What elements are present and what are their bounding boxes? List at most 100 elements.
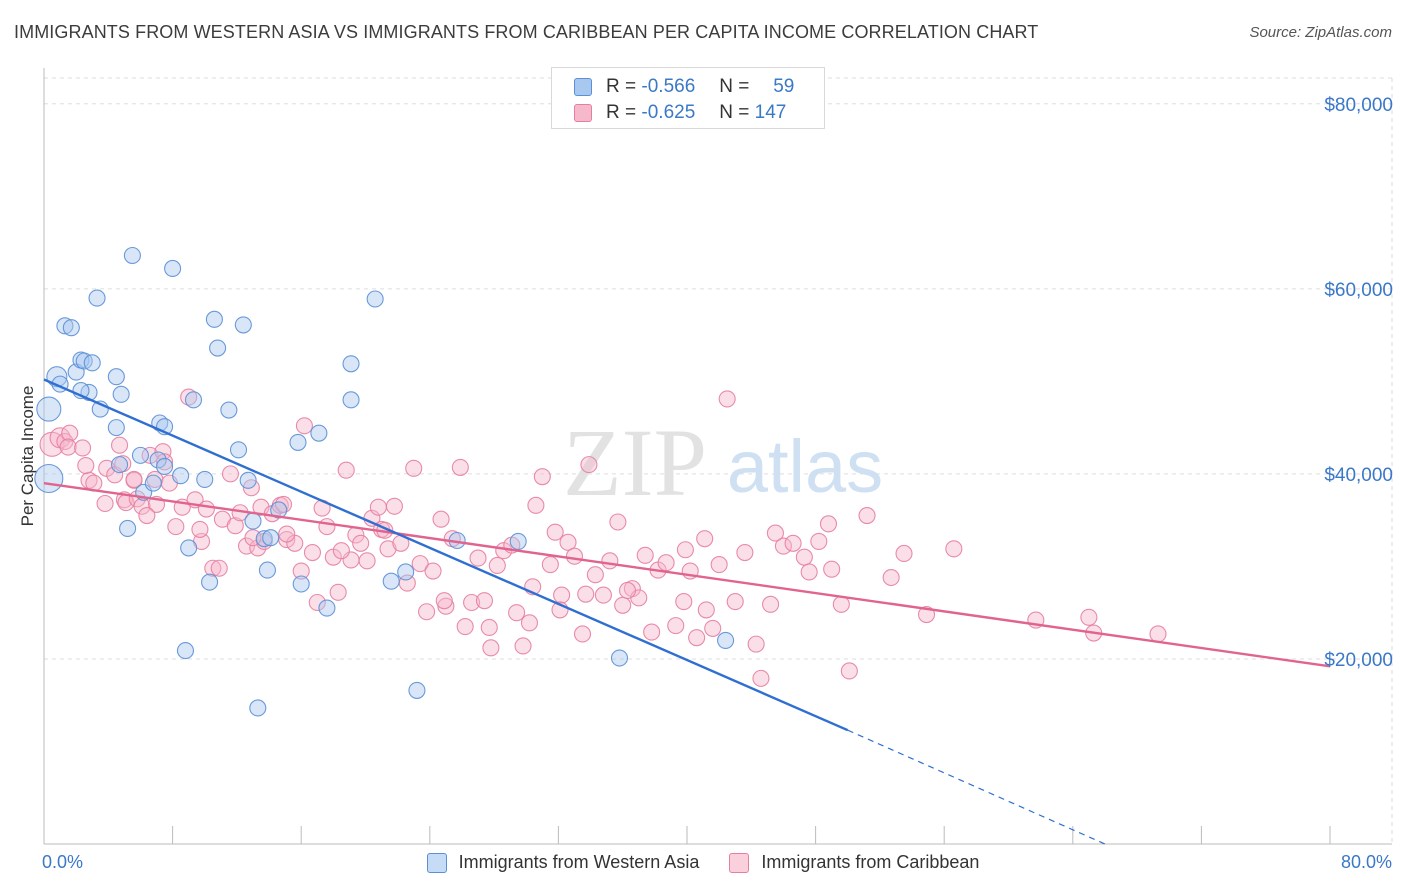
legend-swatch-caribbean: [574, 104, 592, 122]
data-point: [696, 530, 714, 548]
data-point: [234, 316, 252, 334]
data-point: [573, 625, 592, 643]
data-point: [514, 637, 532, 655]
data-point: [34, 463, 64, 494]
data-point: [609, 513, 627, 531]
legend-row-caribbean: R = -0.625 N = 147: [574, 101, 786, 125]
legend-item-western-asia: Immigrants from Western Asia: [426, 852, 699, 873]
data-point: [191, 520, 209, 538]
data-point: [96, 494, 114, 513]
data-point: [643, 623, 661, 641]
data-point: [424, 562, 442, 580]
legend-r-label: R =: [606, 76, 637, 97]
legend-label-caribbean: Immigrants from Caribbean: [761, 852, 980, 872]
legend-item-caribbean: Immigrants from Caribbean: [729, 852, 979, 873]
data-point: [541, 556, 559, 574]
data-point: [614, 596, 632, 614]
data-point: [366, 290, 384, 308]
data-point: [858, 506, 876, 525]
chart-source: Source: ZipAtlas.com: [1249, 24, 1392, 41]
legend-n-label: N =: [719, 76, 750, 97]
data-point: [342, 391, 360, 409]
legend-swatch-caribbean: [729, 852, 750, 873]
data-point: [762, 595, 780, 613]
data-point: [580, 456, 598, 474]
data-point: [56, 432, 74, 451]
data-point: [509, 532, 527, 550]
y-tick-label: $80,000: [1324, 95, 1393, 116]
data-point: [138, 506, 156, 525]
data-point: [774, 537, 793, 555]
data-point: [882, 568, 900, 587]
data-point: [435, 592, 453, 610]
legend-row-western-asia: R = -0.566 N = 59: [574, 75, 794, 99]
data-point: [125, 470, 143, 488]
data-point: [717, 631, 735, 649]
data-point: [83, 354, 101, 372]
data-point: [823, 560, 841, 578]
legend-n-value: 59: [773, 76, 795, 97]
data-point: [586, 566, 604, 584]
data-point: [149, 451, 167, 469]
data-point: [840, 662, 858, 680]
chart-title: IMMIGRANTS FROM WESTERN ASIA VS IMMIGRAN…: [14, 22, 1039, 42]
data-point: [295, 417, 313, 435]
data-point: [292, 575, 310, 593]
data-point: [244, 512, 262, 530]
data-point: [432, 510, 450, 528]
data-point: [77, 457, 95, 475]
data-point: [710, 556, 728, 574]
data-point: [488, 556, 506, 575]
data-point: [205, 310, 223, 328]
data-point: [451, 458, 469, 476]
series-legend: Immigrants from Western Asia Immigrants …: [0, 852, 1406, 873]
data-point: [289, 433, 307, 451]
data-point: [667, 617, 685, 635]
data-point: [795, 548, 813, 566]
legend-n-value: 147: [754, 102, 787, 123]
data-point: [184, 391, 203, 409]
data-point: [201, 573, 219, 591]
data-point: [800, 563, 818, 581]
y-tick-label: $60,000: [1324, 280, 1393, 301]
data-point: [310, 424, 328, 442]
data-point: [784, 534, 802, 552]
data-point: [747, 635, 765, 653]
legend-r-value: -0.625: [641, 102, 696, 123]
trend-line-western-asia: [43, 378, 849, 732]
correlation-legend: R = -0.566 N = 59 R = -0.625 N = 147: [551, 67, 825, 129]
data-point: [726, 593, 744, 611]
data-point: [752, 669, 770, 687]
data-point: [221, 465, 240, 483]
data-point: [379, 540, 397, 558]
data-point: [156, 457, 174, 476]
data-point: [594, 586, 612, 604]
data-point: [176, 642, 195, 660]
data-point: [262, 529, 280, 547]
data-point: [456, 618, 474, 636]
data-point: [408, 681, 426, 699]
data-point: [249, 539, 267, 557]
trend-line-western-asia-extension: [847, 729, 1106, 845]
data-point: [61, 424, 79, 442]
data-point: [88, 289, 106, 307]
data-point: [167, 518, 185, 536]
data-point: [601, 552, 619, 570]
data-point: [59, 438, 77, 456]
data-point: [480, 618, 498, 637]
data-point: [610, 649, 629, 667]
data-point: [832, 595, 850, 613]
data-point: [688, 629, 706, 647]
data-point: [553, 586, 571, 604]
data-point: [352, 534, 370, 552]
data-point: [274, 495, 293, 513]
data-point: [229, 441, 248, 459]
legend-n-label: N =: [719, 102, 750, 123]
data-point: [766, 524, 784, 542]
data-point: [220, 401, 238, 419]
data-point: [209, 339, 227, 357]
data-point: [577, 585, 595, 603]
data-point: [141, 446, 159, 464]
data-point: [895, 544, 913, 563]
